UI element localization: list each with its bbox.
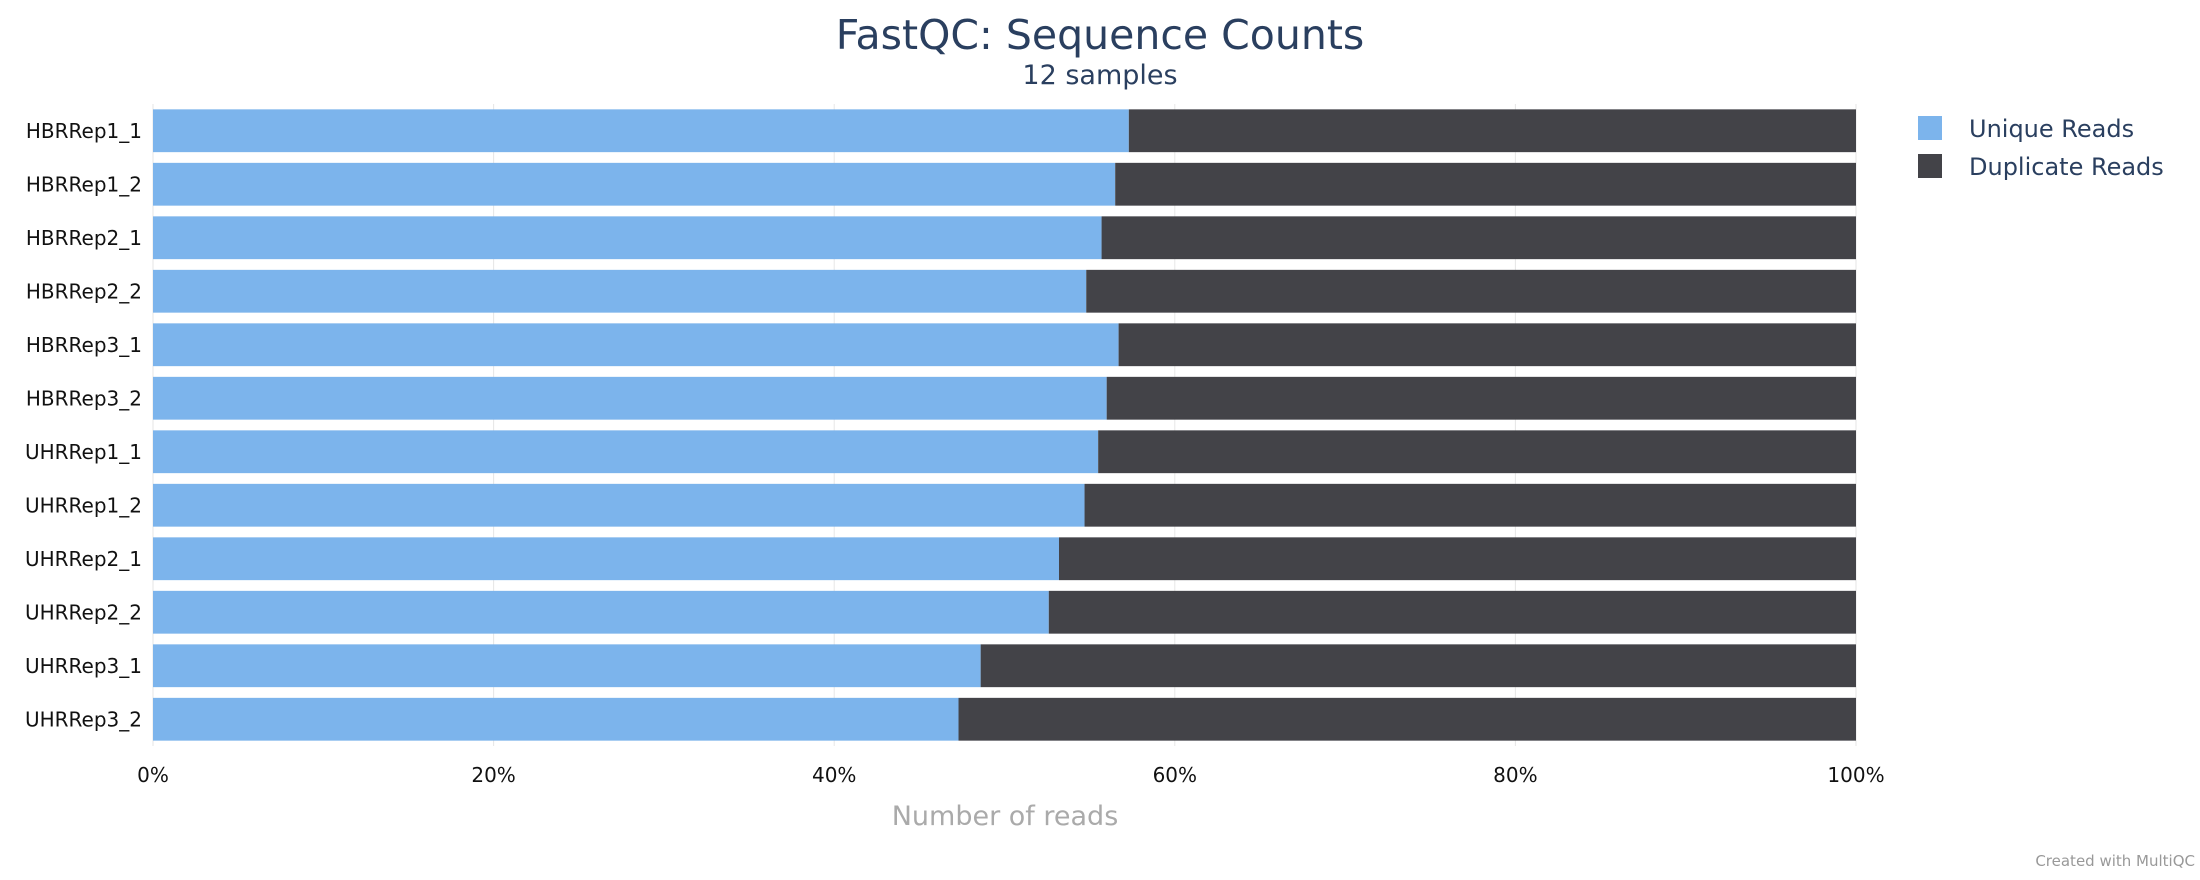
legend-label-unique: Unique Reads — [1969, 115, 2134, 143]
credit-text: Created with MultiQC — [2035, 852, 2195, 870]
bar-unique-UHRRep2_2 — [153, 590, 1049, 634]
x-axis-tick-3: 60% — [1153, 763, 1197, 787]
legend-swatch-duplicate — [1918, 154, 1942, 178]
bar-duplicate-HBRRep2_1 — [1101, 216, 1856, 260]
bars — [153, 109, 1856, 741]
legend: Unique Reads Duplicate Reads — [1918, 115, 2164, 181]
bar-duplicate-HBRRep3_1 — [1118, 323, 1856, 367]
y-axis-label-UHRRep1_1: UHRRep1_1 — [25, 440, 142, 464]
y-axis-label-HBRRep2_1: HBRRep2_1 — [26, 226, 142, 250]
bar-unique-UHRRep1_2 — [153, 483, 1085, 527]
bar-duplicate-HBRRep3_2 — [1106, 376, 1856, 420]
y-axis-label-UHRRep2_1: UHRRep2_1 — [25, 547, 142, 571]
legend-swatch-unique — [1918, 116, 1942, 140]
x-axis-tick-5: 100% — [1827, 763, 1884, 787]
gridlines — [152, 104, 1857, 746]
chart-subtitle: 12 samples — [1022, 60, 1177, 91]
bar-duplicate-UHRRep2_1 — [1058, 537, 1856, 581]
chart-title: FastQC: Sequence Counts — [836, 11, 1365, 59]
bar-unique-HBRRep3_1 — [153, 323, 1119, 367]
bar-unique-HBRRep1_2 — [153, 162, 1116, 206]
y-axis-label-HBRRep1_1: HBRRep1_1 — [26, 119, 142, 143]
bar-unique-HBRRep1_1 — [153, 109, 1129, 153]
x-axis-title: Number of reads — [892, 801, 1119, 832]
bar-unique-UHRRep2_1 — [153, 537, 1059, 581]
y-axis-label-HBRRep2_2: HBRRep2_2 — [26, 279, 142, 303]
bar-duplicate-HBRRep1_2 — [1115, 162, 1856, 206]
x-axis-tick-2: 40% — [812, 763, 856, 787]
y-axis-label-UHRRep3_2: UHRRep3_2 — [25, 707, 142, 731]
bar-duplicate-HBRRep1_1 — [1128, 109, 1856, 153]
y-axis-label-UHRRep3_1: UHRRep3_1 — [25, 654, 142, 678]
bar-unique-UHRRep1_1 — [153, 430, 1099, 474]
x-axis-tick-4: 80% — [1493, 763, 1537, 787]
x-axis-tick-0: 0% — [137, 763, 169, 787]
y-axis-label-HBRRep3_2: HBRRep3_2 — [26, 386, 142, 410]
bar-unique-HBRRep3_2 — [153, 376, 1107, 420]
bar-unique-HBRRep2_2 — [153, 269, 1087, 313]
y-axis-labels: HBRRep1_1 HBRRep1_2 HBRRep2_1 HBRRep2_2 HBRR… — [25, 119, 142, 732]
bar-unique-UHRRep3_2 — [153, 697, 959, 741]
y-axis-label-HBRRep1_2: HBRRep1_2 — [26, 172, 142, 196]
bar-duplicate-UHRRep3_2 — [958, 697, 1856, 741]
bar-duplicate-UHRRep2_2 — [1048, 590, 1856, 634]
y-axis-label-UHRRep2_2: UHRRep2_2 — [25, 600, 142, 624]
bar-duplicate-UHRRep3_1 — [980, 644, 1856, 688]
x-axis-ticks: 0% 20% 40% 60% 80% 100% — [137, 763, 1884, 787]
bar-duplicate-UHRRep1_2 — [1084, 483, 1856, 527]
bar-unique-HBRRep2_1 — [153, 216, 1102, 260]
y-axis-label-UHRRep1_2: UHRRep1_2 — [25, 493, 142, 517]
bar-duplicate-HBRRep2_2 — [1086, 269, 1856, 313]
bar-duplicate-UHRRep1_1 — [1098, 430, 1856, 474]
x-axis-tick-1: 20% — [471, 763, 515, 787]
legend-label-duplicate: Duplicate Reads — [1969, 153, 2164, 181]
bar-unique-UHRRep3_1 — [153, 644, 981, 688]
y-axis-label-HBRRep3_1: HBRRep3_1 — [26, 333, 142, 357]
